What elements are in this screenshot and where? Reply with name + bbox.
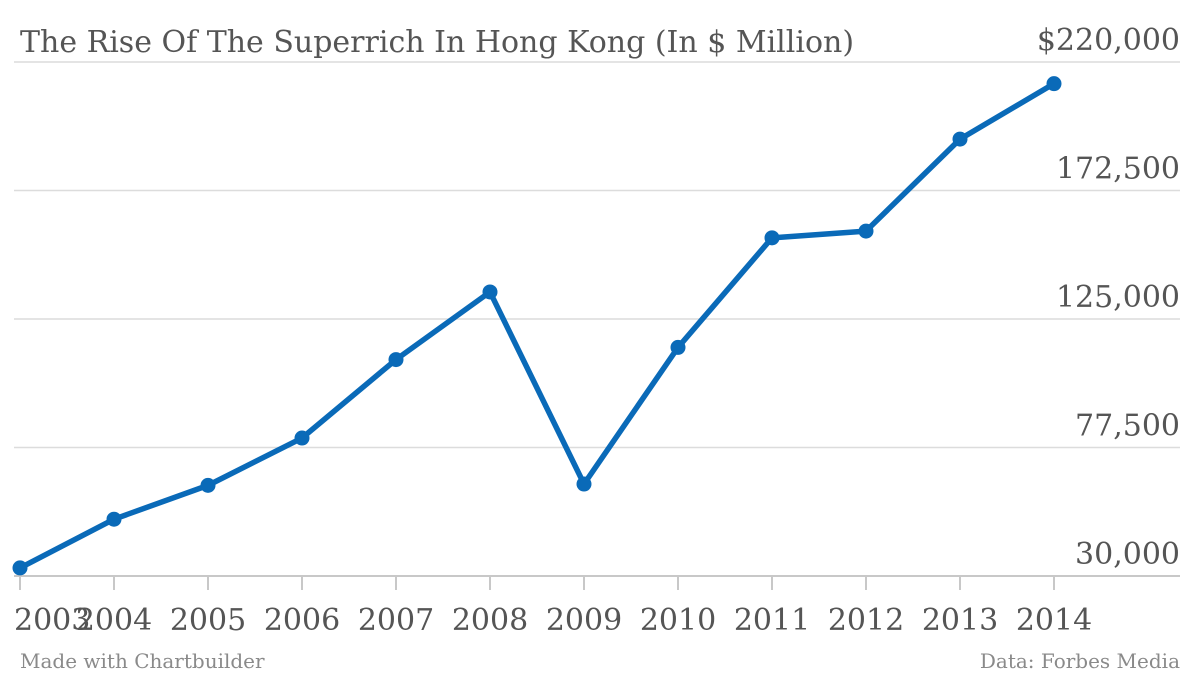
x-tick-label: 2005: [170, 603, 246, 638]
x-tick-label: 2007: [358, 603, 434, 638]
y-axis-tick-labels: 30,000 77,500 125,000 172,500 $220,000: [1037, 23, 1180, 572]
x-tick-label: 2011: [734, 603, 810, 638]
data-point: [388, 352, 404, 368]
x-tick-label: 2009: [546, 603, 622, 638]
data-point: [294, 430, 310, 446]
y-tick-label: 30,000: [1075, 537, 1180, 572]
gridlines: [14, 61, 1180, 577]
data-point: [576, 476, 592, 492]
data-point: [1046, 76, 1062, 92]
x-tick-label: 2013: [922, 603, 998, 638]
data-point: [670, 339, 686, 355]
data-point: [858, 223, 874, 239]
x-tick-label: 2008: [452, 603, 528, 638]
data-point: [482, 284, 498, 300]
data-point: [200, 477, 216, 493]
chart-title: The Rise Of The Superrich In Hong Kong (…: [20, 25, 854, 60]
x-tick-label: 2012: [828, 603, 904, 638]
x-tick-label: 2010: [640, 603, 716, 638]
data-point: [106, 511, 122, 527]
y-tick-label: $220,000: [1037, 23, 1180, 58]
footer-credit: Made with Chartbuilder: [20, 649, 265, 673]
x-tick-label: 2006: [264, 603, 340, 638]
y-tick-label: 77,500: [1075, 409, 1180, 444]
data-point: [12, 560, 28, 576]
x-tick-label: 2004: [76, 603, 152, 638]
x-tick-label: 2003: [14, 603, 90, 638]
y-tick-label: 125,000: [1056, 280, 1180, 315]
data-series: [12, 76, 1062, 576]
footer-source: Data: Forbes Media: [980, 649, 1180, 673]
data-point: [764, 230, 780, 246]
x-tick-label: 2014: [1016, 603, 1092, 638]
data-point: [952, 131, 968, 147]
series-line: [17, 80, 1057, 571]
y-tick-label: 172,500: [1056, 152, 1180, 187]
